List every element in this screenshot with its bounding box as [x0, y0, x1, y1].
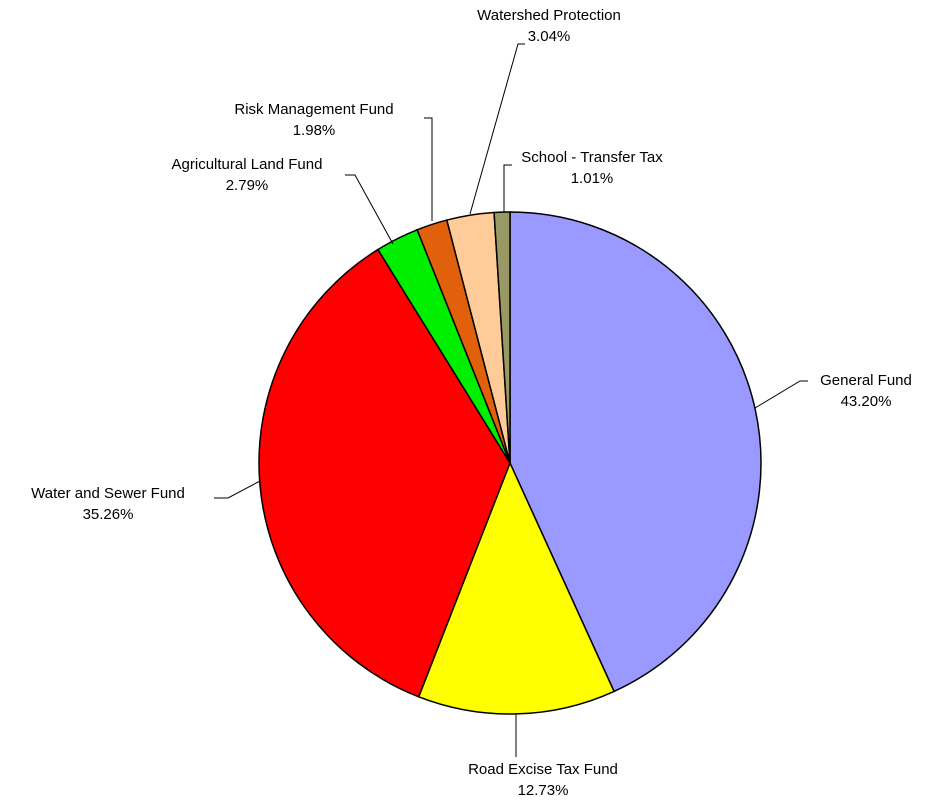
pie-slice [493, 211, 511, 464]
leader-line [503, 164, 512, 212]
leader-line [424, 117, 433, 221]
pie-slice [509, 211, 762, 693]
slice-value-label: 35.26% [83, 506, 134, 523]
leader-line [754, 380, 808, 409]
leader-line [469, 43, 525, 215]
slice-value-label: 3.04% [528, 28, 571, 45]
slice-value-label: 2.79% [226, 177, 269, 194]
slice-label: School - Transfer Tax [521, 149, 663, 166]
leader-line [345, 174, 394, 245]
slice-value-label: 12.73% [518, 782, 569, 799]
slice-label: Watershed Protection [477, 7, 621, 24]
pie-slice [258, 248, 511, 698]
slice-value-label: 1.98% [293, 122, 336, 139]
slice-value-label: 43.20% [841, 393, 892, 410]
slice-label: Water and Sewer Fund [31, 485, 185, 502]
slice-label: Agricultural Land Fund [172, 156, 323, 173]
slice-label: Risk Management Fund [234, 101, 393, 118]
slice-label: General Fund [820, 372, 912, 389]
slice-label: Road Excise Tax Fund [468, 761, 618, 778]
slice-value-label: 1.01% [571, 170, 614, 187]
leader-line [214, 480, 261, 499]
pie-slice [417, 461, 616, 715]
